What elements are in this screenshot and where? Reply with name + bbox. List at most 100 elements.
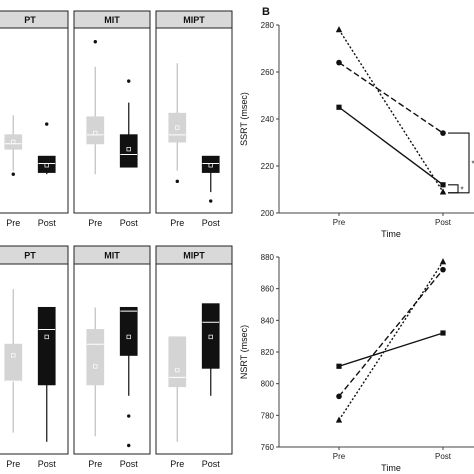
significance-bracket <box>448 132 470 194</box>
outlier-point <box>127 414 131 418</box>
category-label: Pre <box>88 218 102 228</box>
category-label: Pre <box>6 218 20 228</box>
facet-frame <box>155 263 233 455</box>
y-tick-label: 280 <box>261 21 275 30</box>
mean-marker <box>44 163 49 168</box>
x-tick-label: Post <box>435 218 452 227</box>
y-tick-label: 760 <box>261 443 275 452</box>
box-mipt-post <box>201 155 220 203</box>
category-label: Post <box>202 459 221 469</box>
data-point <box>336 104 342 110</box>
category-label: Post <box>202 218 221 228</box>
y-tick-label: 860 <box>261 285 275 294</box>
box-mipt-pre <box>168 63 187 184</box>
data-point <box>336 363 342 369</box>
facet-pt: PT Pre Post <box>0 245 69 469</box>
data-point <box>336 393 342 400</box>
panel-label-b: B <box>262 6 270 18</box>
outlier-point <box>127 443 131 448</box>
series-square <box>336 330 446 369</box>
mean-marker <box>208 334 213 340</box>
box-chart-top: PT Pre Post MIT Pre Post MIPT Pre Post <box>0 10 233 228</box>
box-pt-post <box>37 122 56 175</box>
facet-mipt: MIPT Pre Post <box>155 10 233 228</box>
data-point <box>335 26 343 33</box>
box-iqr <box>4 343 23 382</box>
significance-annotations: ** <box>448 132 474 194</box>
facet-strip-label: MIT <box>104 15 120 25</box>
mean-marker <box>126 334 131 340</box>
category-label: Pre <box>6 459 20 469</box>
facet-frame <box>73 263 151 455</box>
y-axis-title: NSRT (msec) <box>239 325 249 379</box>
facet-mipt: MIPT Pre Post <box>155 245 233 469</box>
box-chart-bottom: PT Pre Post MIT Pre Post MIPT Pre Post <box>0 245 233 469</box>
category-label: Pre <box>170 459 184 469</box>
box-iqr <box>168 112 187 143</box>
y-tick-label: 240 <box>261 115 275 124</box>
facet-strip-label: MIT <box>104 251 120 261</box>
y-tick-label: 880 <box>261 253 275 262</box>
mean-marker <box>126 146 131 152</box>
box-iqr <box>37 306 56 386</box>
box-mit-post <box>119 79 138 168</box>
box-mit-pre <box>86 40 105 175</box>
data-point <box>440 182 446 188</box>
series-circle <box>336 266 446 400</box>
series-triangle <box>335 258 447 423</box>
facet-strip-label: MIPT <box>183 251 205 261</box>
facet-strip-label: PT <box>24 15 36 25</box>
category-label: Pre <box>170 218 184 228</box>
facet-frame <box>73 27 151 214</box>
facet-frame <box>0 27 69 214</box>
data-point <box>440 130 446 136</box>
series-line <box>338 332 444 367</box>
y-tick-label: 200 <box>261 209 275 218</box>
data-point <box>439 188 447 195</box>
category-label: Post <box>120 459 139 469</box>
series-line <box>338 29 444 193</box>
y-tick-label: 220 <box>261 162 275 171</box>
facet-frame <box>155 27 233 214</box>
series-line <box>338 261 444 421</box>
box-mit-post <box>119 306 138 448</box>
mean-marker <box>11 353 16 358</box>
category-label: Pre <box>88 459 102 469</box>
x-tick-label: Post <box>435 452 452 461</box>
series-triangle <box>335 26 447 195</box>
outlier-point <box>127 79 131 83</box>
mean-marker <box>175 125 180 130</box>
significance-marker: * <box>471 159 474 168</box>
box-pt-pre <box>4 115 23 176</box>
series-line <box>338 62 444 134</box>
box-iqr <box>86 329 105 386</box>
series-circle <box>336 59 446 136</box>
outlier-point <box>11 172 15 176</box>
mean-marker <box>93 364 98 369</box>
y-tick-label: 260 <box>261 68 275 77</box>
box-iqr <box>4 134 23 150</box>
data-point <box>440 266 446 273</box>
category-label: Post <box>38 459 57 469</box>
outlier-point <box>175 179 179 184</box>
data-point <box>335 416 343 423</box>
facet-mit: MIT Pre Post <box>73 245 151 469</box>
outlier-point <box>209 199 213 203</box>
x-tick-label: Pre <box>333 218 346 227</box>
box-iqr <box>168 336 187 388</box>
y-axis-title: SSRT (msec) <box>239 92 249 146</box>
mean-marker <box>11 139 16 145</box>
box-pt-pre <box>4 289 23 433</box>
box-mit-pre <box>86 307 105 437</box>
outlier-point <box>45 122 49 126</box>
facet-mit: MIT Pre Post <box>73 10 151 228</box>
data-point <box>439 258 447 265</box>
series-square <box>336 104 446 188</box>
mean-marker <box>93 130 98 136</box>
mean-marker <box>44 334 49 340</box>
y-tick-label: 820 <box>261 348 275 357</box>
outlier-point <box>93 40 97 44</box>
significance-bracket <box>448 184 459 194</box>
mean-marker <box>175 367 180 373</box>
